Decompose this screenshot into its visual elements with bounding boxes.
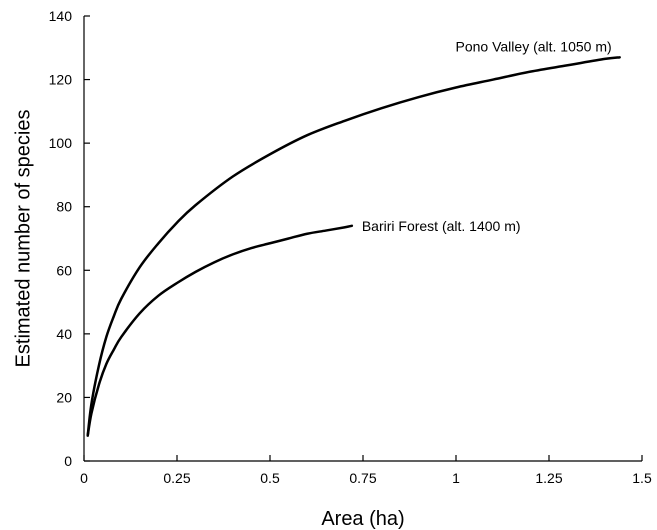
y-tick-label: 20: [56, 389, 72, 405]
y-tick-label: 40: [56, 326, 72, 342]
y-ticks: 0 20 40 60 80 100 120 140: [49, 8, 90, 469]
axes: [83, 16, 642, 462]
x-axis-title: Area (ha): [321, 508, 404, 530]
series-line: [86, 56, 621, 437]
series-labels: Pono Valley (alt. 1050 m) Bariri Forest (…: [362, 38, 612, 233]
x-ticks: 0 0.25 0.5 0.75 1 1.25 1.5: [80, 455, 652, 486]
series-label: Bariri Forest (alt. 1400 m): [362, 218, 521, 234]
series-line: [86, 224, 354, 437]
y-tick-label: 100: [49, 135, 73, 151]
y-axis-title: Estimated number of species: [12, 110, 34, 368]
x-tick-label: 1.25: [535, 470, 562, 486]
x-tick-label: 0.5: [260, 470, 280, 486]
y-tick-label: 60: [56, 262, 72, 278]
y-tick-label: 140: [49, 8, 73, 24]
y-tick-label: 0: [64, 453, 72, 469]
x-tick-label: 0: [80, 470, 88, 486]
x-tick-label: 0.25: [163, 470, 190, 486]
x-tick-label: 1: [452, 470, 460, 486]
series-lines: [86, 56, 621, 437]
x-tick-label: 0.75: [349, 470, 376, 486]
series-label: Pono Valley (alt. 1050 m): [456, 38, 612, 54]
y-tick-label: 120: [49, 72, 73, 88]
x-tick-label: 1.5: [632, 470, 652, 486]
y-tick-label: 80: [56, 199, 72, 215]
